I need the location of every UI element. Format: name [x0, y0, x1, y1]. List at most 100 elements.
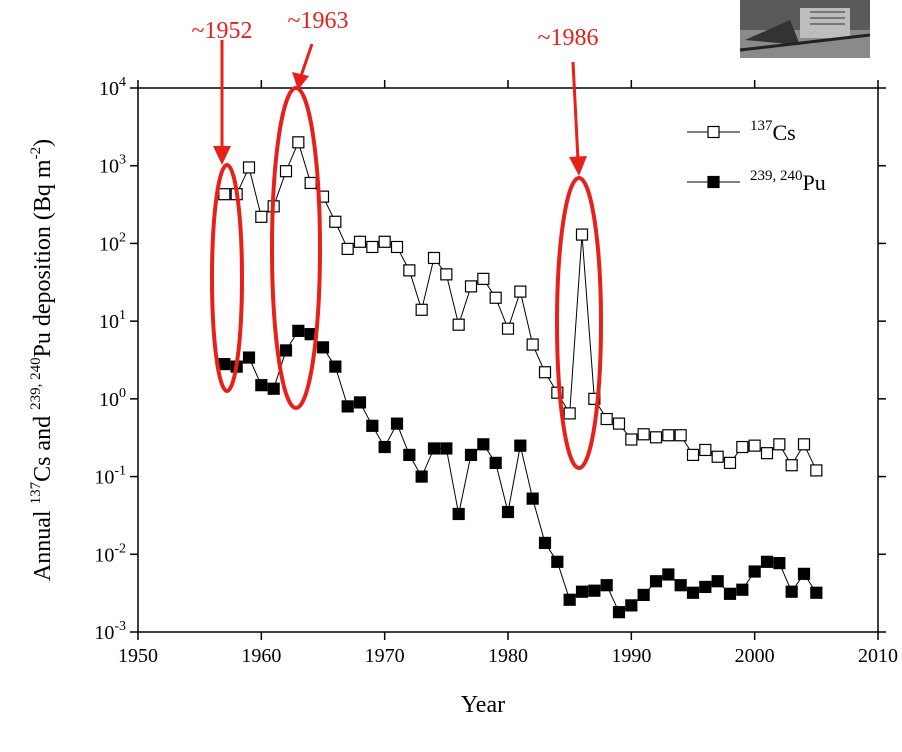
marker [477, 438, 490, 451]
y-label-part: Annual [30, 504, 56, 581]
arrow-head [292, 72, 309, 90]
marker [514, 285, 527, 298]
marker [588, 584, 601, 597]
tick-exponent: -3 [114, 619, 126, 634]
tick-base: 10 [99, 389, 119, 411]
marker [797, 438, 811, 451]
marker [797, 567, 811, 580]
marker [390, 417, 404, 430]
marker [748, 565, 761, 578]
x-tick-label: 1980 [488, 645, 528, 667]
marker [625, 433, 638, 446]
marker [255, 379, 268, 392]
marker [329, 360, 342, 373]
marker [760, 555, 774, 568]
marker [427, 442, 441, 455]
y-tick-label: 104 [99, 75, 126, 100]
highlight-ellipse [555, 176, 603, 470]
marker [501, 505, 515, 519]
marker [378, 235, 391, 248]
x-tick-label: 1950 [118, 645, 158, 667]
marker [736, 583, 749, 596]
annotation: ~1963 [288, 8, 349, 34]
x-tick-label: 2010 [858, 645, 898, 667]
legend-marker [707, 125, 720, 139]
marker [662, 429, 675, 442]
y-label-part: -2 [28, 147, 44, 160]
marker [353, 396, 367, 409]
marker [316, 341, 330, 354]
marker [242, 161, 256, 174]
marker [625, 599, 638, 612]
y-tick-label: 10-1 [94, 464, 126, 489]
marker [711, 575, 724, 588]
y-tick-label: 100 [99, 386, 126, 411]
tick-base: 10 [99, 233, 119, 255]
marker [279, 165, 293, 178]
tick-exponent: 4 [119, 75, 126, 90]
highlight-ellipse [210, 163, 244, 393]
marker [353, 235, 367, 248]
tick-exponent: -2 [114, 541, 126, 556]
marker [514, 439, 527, 452]
tick-exponent: 3 [119, 153, 126, 168]
marker [785, 459, 798, 472]
x-tick-label: 1960 [241, 645, 281, 667]
marker [575, 228, 589, 241]
legend-marker [707, 175, 720, 189]
marker [526, 338, 539, 351]
marker [551, 555, 564, 568]
marker [773, 438, 786, 451]
marker [686, 448, 700, 462]
marker [366, 240, 379, 254]
marker [267, 382, 280, 395]
photo [739, 0, 871, 58]
marker [760, 447, 774, 460]
marker [452, 507, 465, 521]
legend-sup: 137 [750, 118, 773, 134]
marker [390, 240, 404, 254]
marker [600, 579, 613, 592]
marker [292, 324, 305, 337]
marker [218, 358, 231, 371]
tick-base: 10 [99, 78, 119, 100]
annotation: ~1952 [192, 18, 253, 44]
y-tick-label: 10-2 [94, 541, 126, 566]
marker [255, 210, 268, 223]
marker [279, 344, 293, 357]
marker [489, 456, 502, 469]
arrow [299, 43, 314, 77]
marker [415, 470, 428, 483]
legend-sup: 239, 240 [750, 168, 803, 184]
marker [242, 351, 256, 364]
marker [810, 464, 823, 477]
highlight-ellipse [270, 86, 322, 410]
marker [723, 587, 737, 600]
marker [440, 268, 453, 281]
annotation: ~1986 [538, 25, 599, 51]
marker [440, 442, 453, 455]
marker [674, 579, 687, 592]
marker [612, 606, 626, 619]
marker [563, 407, 576, 420]
marker [341, 400, 354, 413]
marker [748, 439, 761, 452]
marker [464, 448, 478, 462]
marker [612, 417, 626, 430]
marker [538, 536, 552, 550]
series-line [224, 140, 817, 471]
marker [538, 366, 552, 379]
marker [785, 585, 798, 598]
marker [218, 188, 231, 201]
tick-base: 10 [99, 311, 119, 333]
marker [588, 392, 601, 405]
x-tick-label: 2000 [735, 645, 775, 667]
marker [452, 318, 465, 331]
marker [341, 242, 354, 256]
arrow [571, 61, 580, 161]
y-label-part: 239, 240 [28, 357, 44, 410]
y-tick-label: 102 [99, 230, 126, 255]
marker [662, 568, 675, 581]
marker [810, 586, 823, 599]
tick-base: 10 [99, 156, 119, 178]
